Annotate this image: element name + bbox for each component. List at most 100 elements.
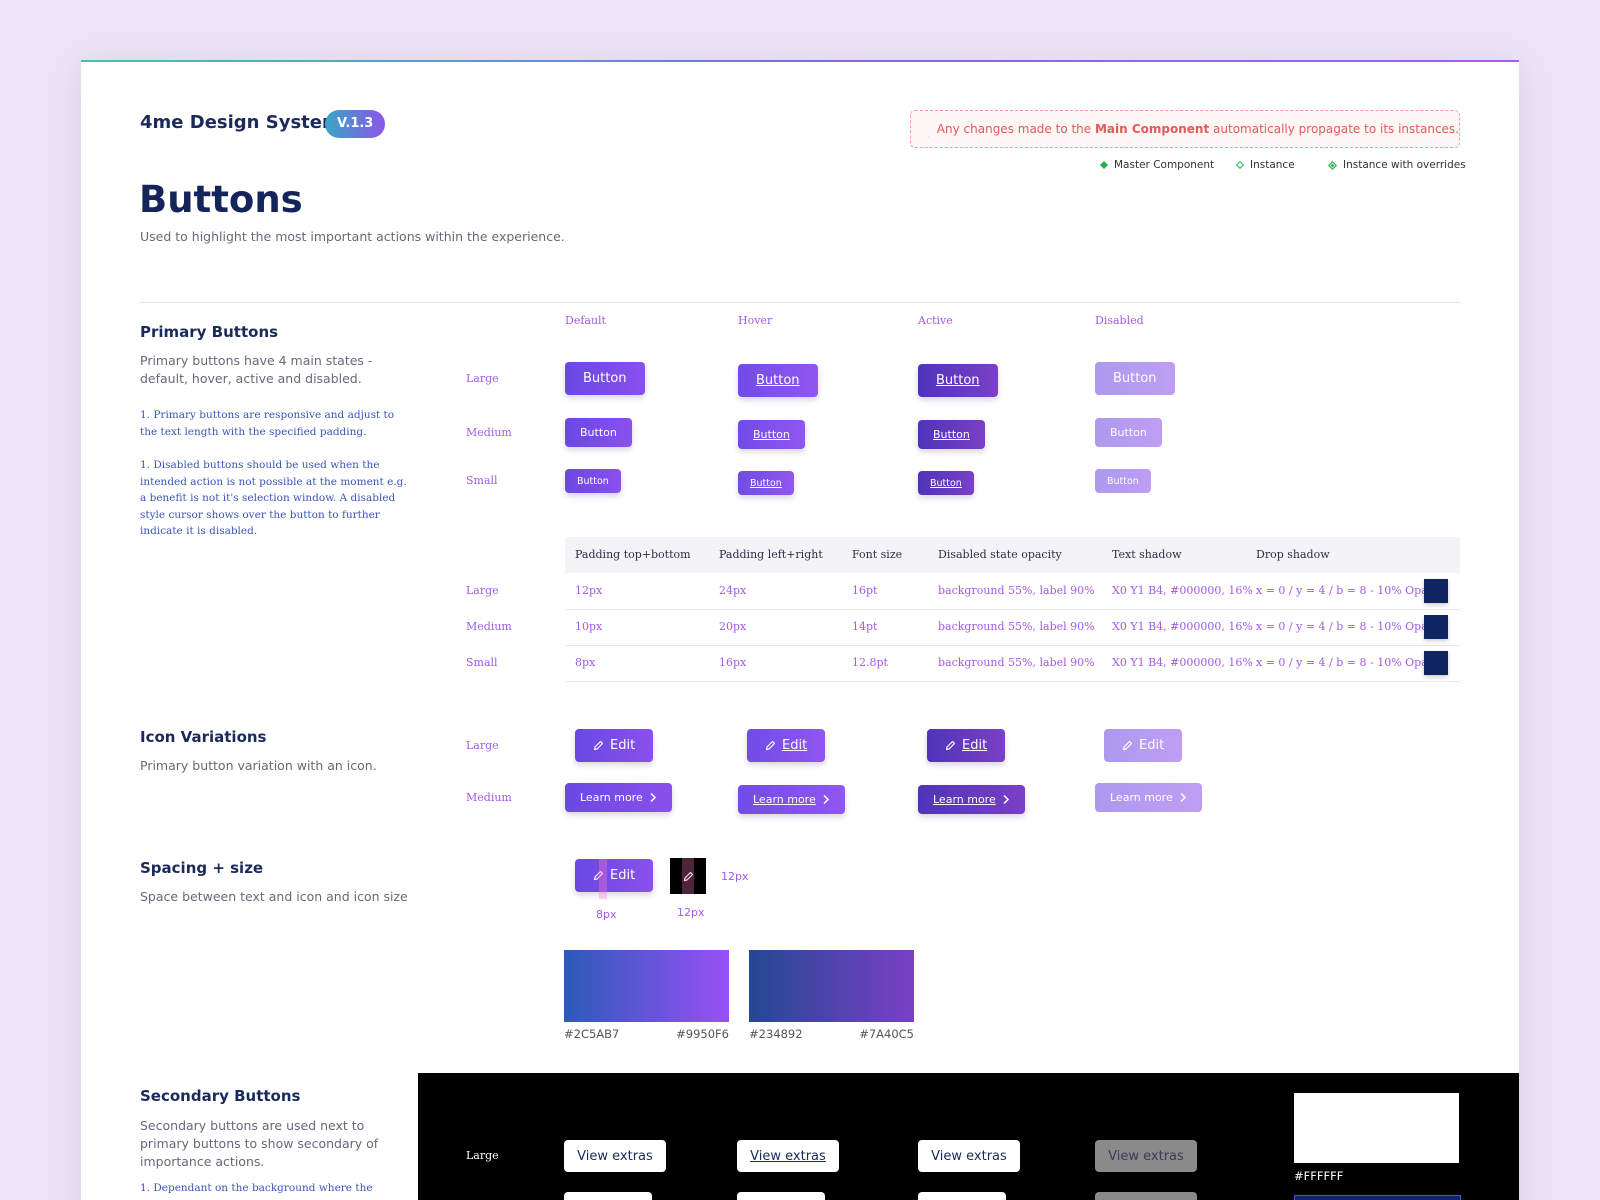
state-header: Default: [565, 314, 606, 327]
icon-button[interactable]: Learn more: [565, 783, 672, 812]
divider: [140, 302, 1460, 303]
table-cell: 16pt: [852, 584, 878, 597]
section-description: Primary buttons have 4 main states - def…: [140, 353, 373, 386]
table-cell: 10px: [575, 620, 603, 633]
section-description: Primary button variation with an icon.: [140, 758, 377, 773]
table-cell: 20px: [719, 620, 747, 633]
icon-button[interactable]: Learn more: [918, 785, 1025, 814]
button-label: Button: [753, 428, 790, 441]
table-cell: background 55%, label 90%: [938, 584, 1095, 597]
primary-button[interactable]: Button: [918, 420, 985, 449]
edit-icon: [1122, 740, 1133, 751]
table-cell: background 55%, label 90%: [938, 656, 1095, 669]
button-label: Edit: [1139, 738, 1165, 753]
table-cell: 12.8pt: [852, 656, 888, 669]
secondary-button[interactable]: View extras: [918, 1140, 1020, 1172]
shadow-swatch: [1424, 651, 1448, 675]
secondary-button[interactable]: View extras: [564, 1140, 666, 1172]
edit-icon: [683, 871, 693, 881]
legend-item: Master Component: [1100, 159, 1236, 171]
icon-button[interactable]: Edit: [575, 729, 654, 762]
button-label: Learn more: [1110, 791, 1173, 804]
gradient-label: #2C5AB7: [564, 1027, 620, 1041]
button-label: Button: [1107, 475, 1139, 487]
icon-button[interactable]: Learn more: [738, 785, 845, 814]
table-row-line: [565, 681, 1460, 682]
notice-text: Any changes made to the: [936, 122, 1095, 136]
legend-label: Instance with overrides: [1343, 159, 1466, 171]
table-cell: x = 0 / y = 4 / b = 8 - 10% Opacity: [1256, 620, 1449, 633]
button-label: Learn more: [753, 793, 816, 806]
button-label: View extras: [931, 1148, 1007, 1164]
primary-button[interactable]: Button: [1095, 469, 1151, 493]
icon-button[interactable]: Edit: [927, 729, 1006, 762]
table-header-bg: [565, 537, 1460, 573]
edit-icon: [765, 740, 776, 751]
chevron-icon: [1003, 794, 1009, 805]
size-label: Large: [466, 738, 499, 752]
version-badge: V.1.3: [325, 110, 386, 138]
secondary-button: [737, 1192, 825, 1200]
table-cell: X0 Y1 B4, #000000, 16%: [1112, 620, 1253, 633]
table-cell: background 55%, label 90%: [938, 620, 1095, 633]
spacing-highlight: [682, 858, 694, 894]
section-description: Secondary buttons are used next to prima…: [140, 1118, 379, 1169]
shadow-swatch: [1424, 615, 1448, 639]
primary-button[interactable]: Button: [565, 362, 645, 395]
icon-button[interactable]: Learn more: [1095, 783, 1202, 812]
gradient-label: #234892: [749, 1027, 803, 1041]
spacing-annotation: 8px: [596, 908, 617, 921]
primary-button[interactable]: Button: [738, 364, 818, 397]
secondary-button: [564, 1192, 652, 1200]
table-header: Drop shadow: [1256, 548, 1330, 561]
section-note: 1. Primary buttons are responsive and ad…: [140, 409, 395, 438]
icon-button[interactable]: Edit: [747, 729, 826, 762]
button-label: Button: [583, 371, 627, 386]
page-subtitle: Used to highlight the most important act…: [140, 229, 565, 244]
notice-text: automatically propagate to its instances…: [1209, 122, 1459, 136]
button-label: Edit: [610, 738, 636, 753]
primary-button[interactable]: Button: [738, 471, 794, 495]
secondary-button[interactable]: View extras: [1095, 1140, 1197, 1172]
primary-button[interactable]: Button: [565, 418, 632, 447]
primary-button[interactable]: Button: [1095, 362, 1175, 395]
table-cell: 24px: [719, 584, 747, 597]
section-note: 1. Dependant on the background where the: [140, 1182, 373, 1194]
page-title: Buttons: [139, 178, 303, 221]
primary-button[interactable]: Button: [918, 471, 974, 495]
button-label: View extras: [577, 1148, 653, 1164]
shadow-swatch: [1424, 579, 1448, 603]
button-label: Button: [1113, 371, 1157, 386]
button-label: Button: [750, 477, 782, 489]
state-header: Hover: [738, 314, 773, 327]
icon-button[interactable]: Edit: [575, 859, 654, 892]
primary-button[interactable]: Button: [738, 420, 805, 449]
button-label: Edit: [782, 738, 808, 753]
secondary-button[interactable]: View extras: [737, 1140, 839, 1172]
primary-button[interactable]: Button: [565, 469, 621, 493]
button-label: Button: [930, 477, 962, 489]
button-label: View extras: [1108, 1148, 1184, 1164]
button-label: Button: [577, 475, 609, 487]
primary-button[interactable]: Button: [918, 364, 998, 397]
size-label: Large: [466, 584, 499, 597]
button-label: Learn more: [933, 793, 996, 806]
primary-button[interactable]: Button: [1095, 418, 1162, 447]
notice-highlight: Main Component: [1094, 122, 1210, 136]
icon-button[interactable]: Edit: [1104, 729, 1183, 762]
brand-title: 4me Design System: [140, 112, 341, 133]
color-label: #FFFFFF: [1294, 1169, 1344, 1183]
spacing-annotation: 12px: [677, 906, 705, 919]
button-label: Learn more: [580, 791, 643, 804]
size-label: Medium: [466, 620, 512, 633]
table-cell: X0 Y1 B4, #000000, 16%: [1112, 584, 1253, 597]
warning-icon: [928, 136, 929, 137]
button-label: Edit: [962, 738, 988, 753]
size-label: Large: [466, 371, 499, 385]
edit-icon: [593, 740, 604, 751]
section-title: Icon Variations: [140, 728, 267, 746]
table-cell: X0 Y1 B4, #000000, 16%: [1112, 656, 1253, 669]
edit-icon: [945, 740, 956, 751]
table-header: Text shadow: [1112, 548, 1182, 561]
button-label: Button: [756, 373, 800, 388]
